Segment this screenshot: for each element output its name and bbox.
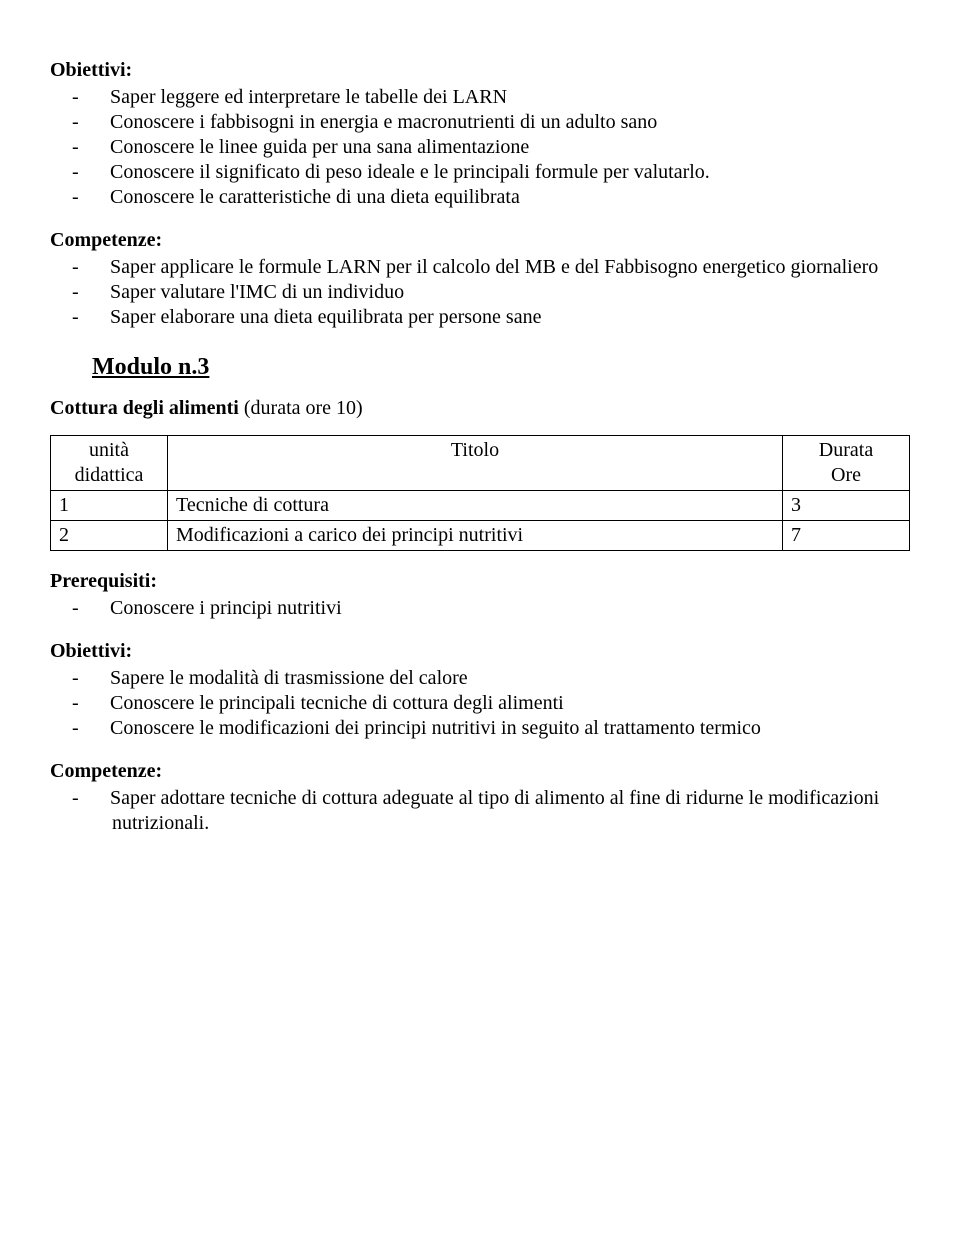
heading-competenze-1: Competenze: — [50, 228, 910, 253]
table-header-row: unità didattica Titolo Durata Ore — [51, 436, 910, 491]
list-item: Conoscere il significato di peso ideale … — [92, 160, 910, 185]
list-competenze-1: Saper applicare le formule LARN per il c… — [50, 255, 910, 330]
table-header: unità didattica — [51, 436, 168, 491]
list-item: Saper valutare l'IMC di un individuo — [92, 280, 910, 305]
table-cell: 2 — [51, 521, 168, 551]
list-competenze-2: Saper adottare tecniche di cottura adegu… — [50, 786, 910, 836]
table-cottura: unità didattica Titolo Durata Ore 1 Tecn… — [50, 435, 910, 551]
heading-obiettivi-2: Obiettivi: — [50, 639, 910, 664]
table-row: 2 Modificazioni a carico dei principi nu… — [51, 521, 910, 551]
table-row: 1 Tecniche di cottura 3 — [51, 491, 910, 521]
list-item: Conoscere i principi nutritivi — [92, 596, 910, 621]
subtitle-rest: (durata ore 10) — [239, 397, 363, 419]
list-item: Saper leggere ed interpretare le tabelle… — [92, 85, 910, 110]
list-item: Sapere le modalità di trasmissione del c… — [92, 666, 910, 691]
header-text: Ore — [831, 464, 861, 486]
header-text: unità — [89, 439, 129, 461]
table-cell: 1 — [51, 491, 168, 521]
table-cell: Modificazioni a carico dei principi nutr… — [168, 521, 783, 551]
module-subtitle: Cottura degli alimenti (durata ore 10) — [50, 396, 910, 421]
header-text: didattica — [75, 464, 144, 486]
table-cell: 3 — [783, 491, 910, 521]
table-cell: 7 — [783, 521, 910, 551]
list-item: Saper adottare tecniche di cottura adegu… — [92, 786, 910, 836]
header-text: Durata — [819, 439, 873, 461]
list-item: Conoscere le principali tecniche di cott… — [92, 691, 910, 716]
heading-obiettivi-1: Obiettivi: — [50, 58, 910, 83]
heading-competenze-2: Competenze: — [50, 759, 910, 784]
list-item: Conoscere le caratteristiche di una diet… — [92, 185, 910, 210]
list-item: Saper applicare le formule LARN per il c… — [92, 255, 910, 280]
list-obiettivi-2: Sapere le modalità di trasmissione del c… — [50, 666, 910, 741]
table-header: Titolo — [168, 436, 783, 491]
list-prerequisiti: Conoscere i principi nutritivi — [50, 596, 910, 621]
heading-prerequisiti: Prerequisiti: — [50, 569, 910, 594]
list-obiettivi-1: Saper leggere ed interpretare le tabelle… — [50, 85, 910, 210]
table-header: Durata Ore — [783, 436, 910, 491]
subtitle-bold: Cottura degli alimenti — [50, 397, 239, 419]
heading-modulo: Modulo n.3 — [92, 352, 910, 382]
list-item: Conoscere i fabbisogni in energia e macr… — [92, 110, 910, 135]
table-cell: Tecniche di cottura — [168, 491, 783, 521]
list-item: Conoscere le modificazioni dei principi … — [92, 716, 910, 741]
list-item: Saper elaborare una dieta equilibrata pe… — [92, 305, 910, 330]
list-item: Conoscere le linee guida per una sana al… — [92, 135, 910, 160]
